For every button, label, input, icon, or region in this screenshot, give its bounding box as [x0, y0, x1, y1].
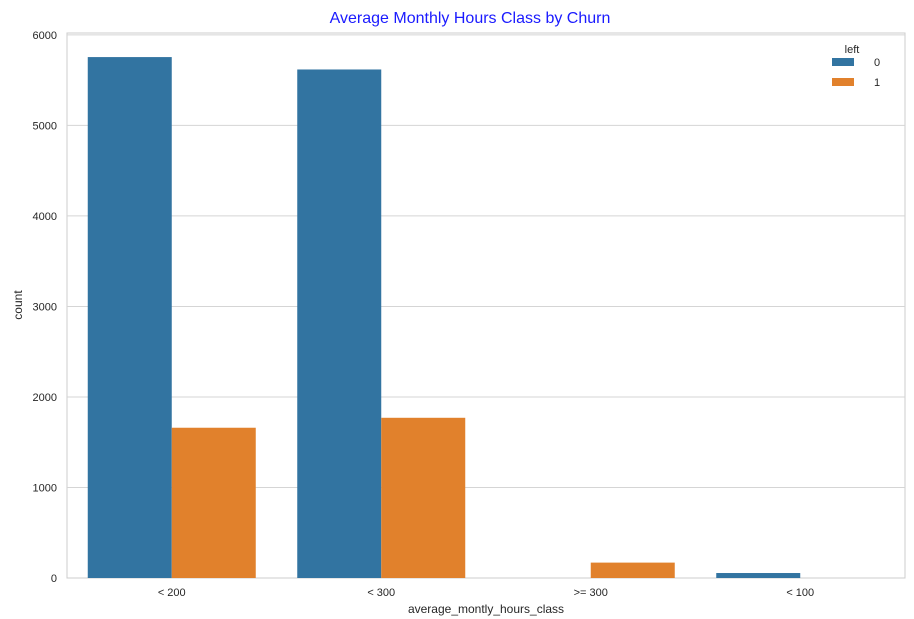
legend-entry: 1 [874, 77, 880, 89]
x-tick-label: < 300 [367, 587, 395, 599]
y-axis-label: count [11, 290, 25, 320]
x-tick-labels: < 200 < 300 >= 300 < 100 [158, 587, 814, 599]
x-axis-label: average_montly_hours_class [408, 602, 564, 616]
x-tick-label: < 100 [786, 587, 814, 599]
legend-swatch [832, 78, 854, 86]
y-tick-label: 4000 [33, 211, 57, 223]
y-tick-label: 0 [51, 573, 57, 585]
legend-entry: 0 [874, 57, 880, 69]
legend-title: left [845, 44, 860, 56]
bar [87, 57, 172, 579]
bar [171, 427, 256, 578]
bar [297, 69, 382, 579]
y-tick-label: 3000 [33, 301, 57, 313]
bar [381, 417, 466, 578]
y-tick-label: 1000 [33, 482, 57, 494]
x-tick-label: >= 300 [574, 587, 608, 599]
bar [716, 573, 801, 578]
y-tick-labels: 0 1000 2000 3000 4000 5000 6000 [33, 30, 57, 585]
bar [590, 562, 675, 578]
legend: left 0 1 [832, 44, 880, 89]
legend-swatch [832, 58, 854, 66]
y-tick-label: 2000 [33, 392, 57, 404]
y-tick-label: 5000 [33, 120, 57, 132]
y-tick-label: 6000 [33, 30, 57, 42]
bars [87, 57, 801, 579]
chart-title: Average Monthly Hours Class by Churn [330, 10, 611, 27]
x-tick-label: < 200 [158, 587, 186, 599]
